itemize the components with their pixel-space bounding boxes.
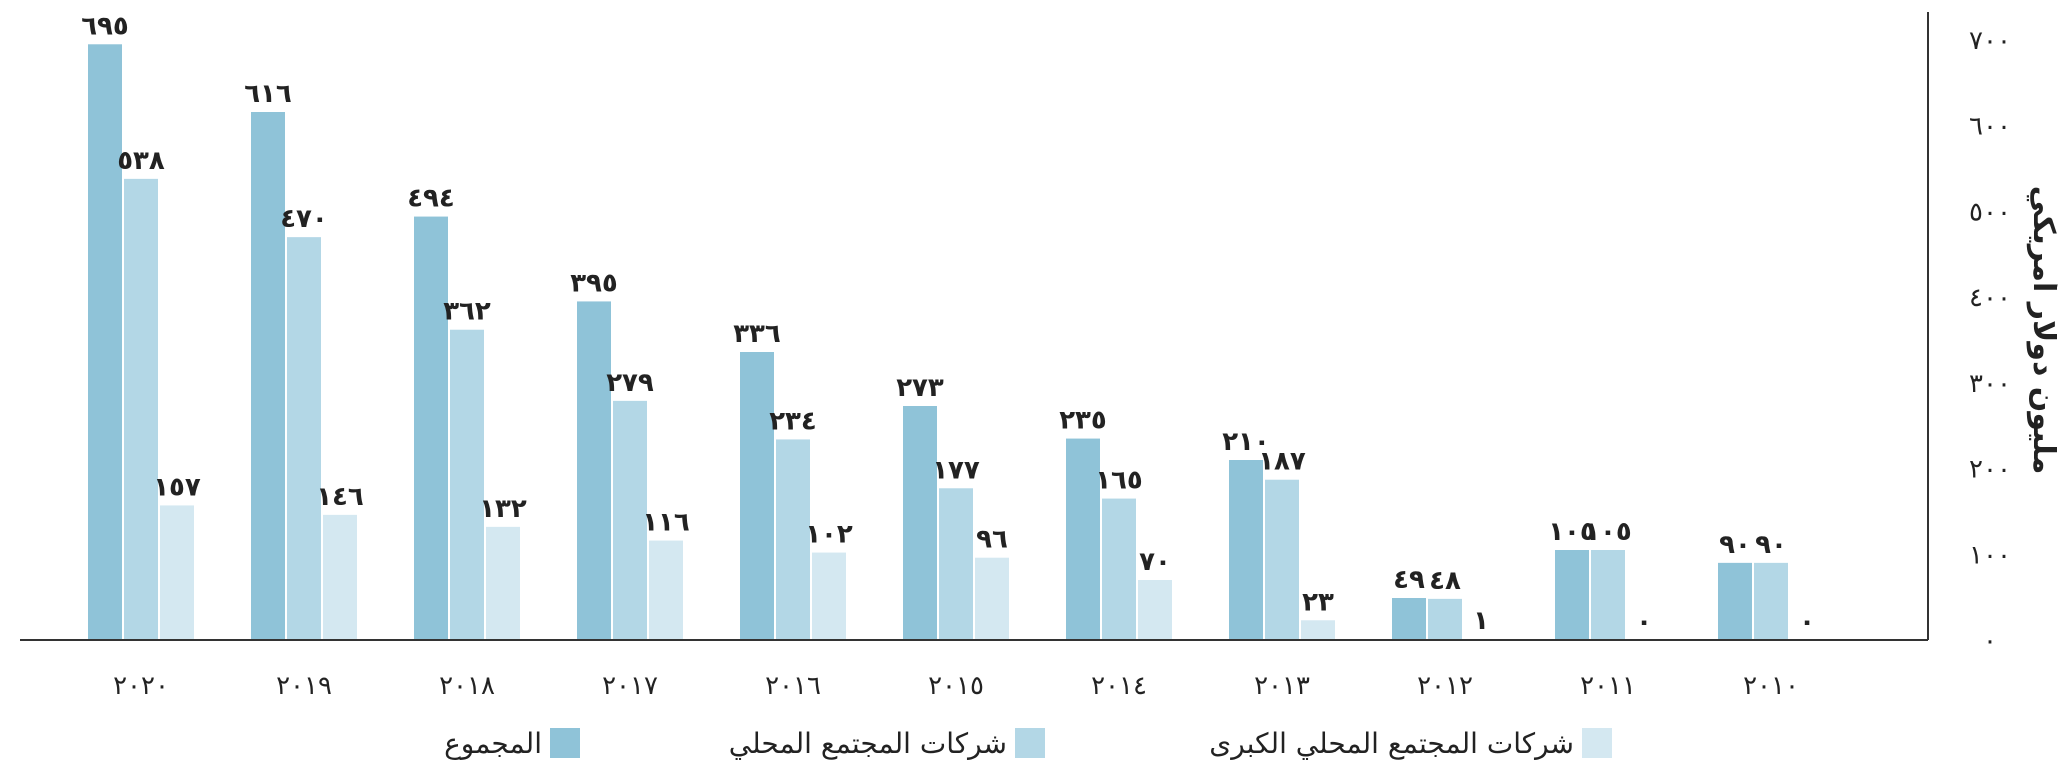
data-label: ٥٣٨ (117, 146, 165, 176)
y-tick-label: ٢٠٠ (1969, 455, 2011, 485)
bar (1265, 479, 1299, 640)
data-label: ٣٣٦ (733, 319, 781, 349)
data-label: ١٦٥ (1095, 466, 1143, 496)
bar (287, 237, 321, 640)
bar (1392, 598, 1426, 640)
data-label: ١٤٦ (316, 482, 364, 512)
x-tick-label: ٢٠١١ (1580, 671, 1636, 701)
y-tick-label: ٤٠٠ (1969, 283, 2011, 313)
data-label: ١٠٥ (1584, 517, 1632, 547)
bar (1102, 498, 1136, 640)
data-label: ٢٣ (1302, 587, 1334, 617)
data-label: ٩٠ (1755, 530, 1787, 560)
bar (323, 514, 357, 640)
legend-label: شركات المجتمع المحلي (729, 727, 1007, 760)
legend-swatch (1015, 728, 1045, 758)
x-tick-label: ٢٠١٩ (276, 671, 332, 701)
bar (577, 301, 611, 640)
bar (649, 540, 683, 640)
data-label: ١١٦ (642, 508, 690, 538)
bar (1428, 598, 1462, 640)
x-tick-label: ٢٠١٨ (439, 671, 495, 701)
data-label: ١٣٢ (479, 494, 527, 524)
bar (1229, 460, 1263, 640)
bar (613, 400, 647, 640)
y-tick-label: ١٠٠ (1969, 540, 2011, 570)
bar (160, 505, 194, 640)
bar (450, 329, 484, 640)
data-label: ١٧٧ (932, 455, 980, 485)
x-tick-label: ٢٠١٣ (1254, 671, 1310, 701)
y-tick-label: ٧٠٠ (1969, 26, 2011, 56)
bar (414, 216, 448, 641)
y-axis-ticks: ٠ ١٠٠ ٢٠٠ ٣٠٠ ٤٠٠ ٥٠٠ ٦٠٠ ٧٠٠ (1969, 26, 2011, 656)
y-tick-label: ٥٠٠ (1969, 197, 2011, 227)
data-label: ١٠٥ (1548, 517, 1596, 547)
legend-label: المجموع (444, 727, 542, 760)
data-label: ٣٩٥ (570, 268, 618, 298)
data-label: ٠ (1636, 607, 1652, 637)
data-label: ٠ (1799, 607, 1815, 637)
bar (1301, 620, 1335, 640)
data-label: ١٨٧ (1258, 447, 1306, 477)
x-tick-label: ٢٠١٧ (602, 671, 658, 701)
legend-label: شركات المجتمع المحلي الكبرى (1209, 727, 1574, 760)
bar (486, 526, 520, 640)
x-tick-label: ٢٠١٦ (765, 671, 821, 701)
y-axis-title: مليون دولار أمريكي (2026, 186, 2058, 475)
bar (939, 488, 973, 640)
legend-swatch (550, 728, 580, 758)
bar (124, 178, 158, 640)
x-axis-labels: ٢٠٢٠ ٢٠١٩ ٢٠١٨ ٢٠١٧ ٢٠١٦ ٢٠١٥ ٢٠١٤ ٢٠١٣ ٢٠١٢ ٢٠١١… (113, 671, 1799, 701)
data-label: ١٥٧ (153, 472, 201, 502)
data-label: ٩٦ (976, 525, 1008, 555)
data-label: ٤٩٤ (407, 184, 455, 214)
bar (1591, 550, 1625, 640)
bar (1555, 550, 1589, 640)
bar (776, 439, 810, 640)
bars-layer (88, 44, 1788, 641)
x-tick-label: ٢٠١٤ (1091, 671, 1147, 701)
bar (251, 112, 285, 640)
legend: شركات المجتمع المحلي الكبرى شركات المجتمع… (444, 727, 1612, 760)
legend-swatch (1582, 728, 1612, 758)
data-label: ٩٠ (1719, 530, 1751, 560)
data-label: ٢٣٤ (769, 406, 817, 436)
x-tick-label: ٢٠٢٠ (113, 671, 169, 701)
bar (88, 44, 122, 641)
data-label: ٤٧٠ (280, 204, 328, 234)
bar (1754, 562, 1788, 640)
data-label: ١٠٢ (805, 520, 853, 550)
data-label: ٤٨ (1429, 566, 1461, 596)
bar (1138, 580, 1172, 640)
data-label: ٦٩٥ (81, 11, 129, 41)
bar (903, 406, 937, 640)
bar (740, 352, 774, 640)
bar (1066, 438, 1100, 640)
y-tick-label: ٣٠٠ (1969, 369, 2011, 399)
x-tick-label: ٢٠١٥ (928, 671, 984, 701)
y-tick-label: ٠ (1983, 626, 1997, 656)
bar (975, 557, 1009, 640)
x-tick-label: ٢٠١٠ (1743, 671, 1799, 701)
data-labels-layer: ٦٩٥ ٥٣٨ ١٥٧ ٦١٦ ٤٧٠ ١٤٦ ٤٩٤ ٣٦٢ ١٣٢ ٣٩٥ ٢٧٩ ١١٦ ٣٣٦ ٢… (81, 11, 1815, 637)
data-label: ٢٧٩ (606, 368, 654, 398)
y-tick-label: ٦٠٠ (1969, 112, 2011, 142)
data-label: ٢٣٥ (1059, 406, 1107, 436)
x-tick-label: ٢٠١٢ (1417, 671, 1473, 701)
data-label: ١ (1473, 606, 1489, 636)
data-label: ٦١٦ (244, 79, 292, 109)
bar (1718, 562, 1752, 640)
data-label: ٣٦٢ (443, 297, 491, 327)
data-label: ٢٧٣ (896, 373, 944, 403)
data-label: ٤٩ (1393, 565, 1425, 595)
bar (812, 552, 846, 640)
data-label: ٢١٠ (1222, 427, 1270, 457)
data-label: ٧٠ (1139, 547, 1171, 577)
